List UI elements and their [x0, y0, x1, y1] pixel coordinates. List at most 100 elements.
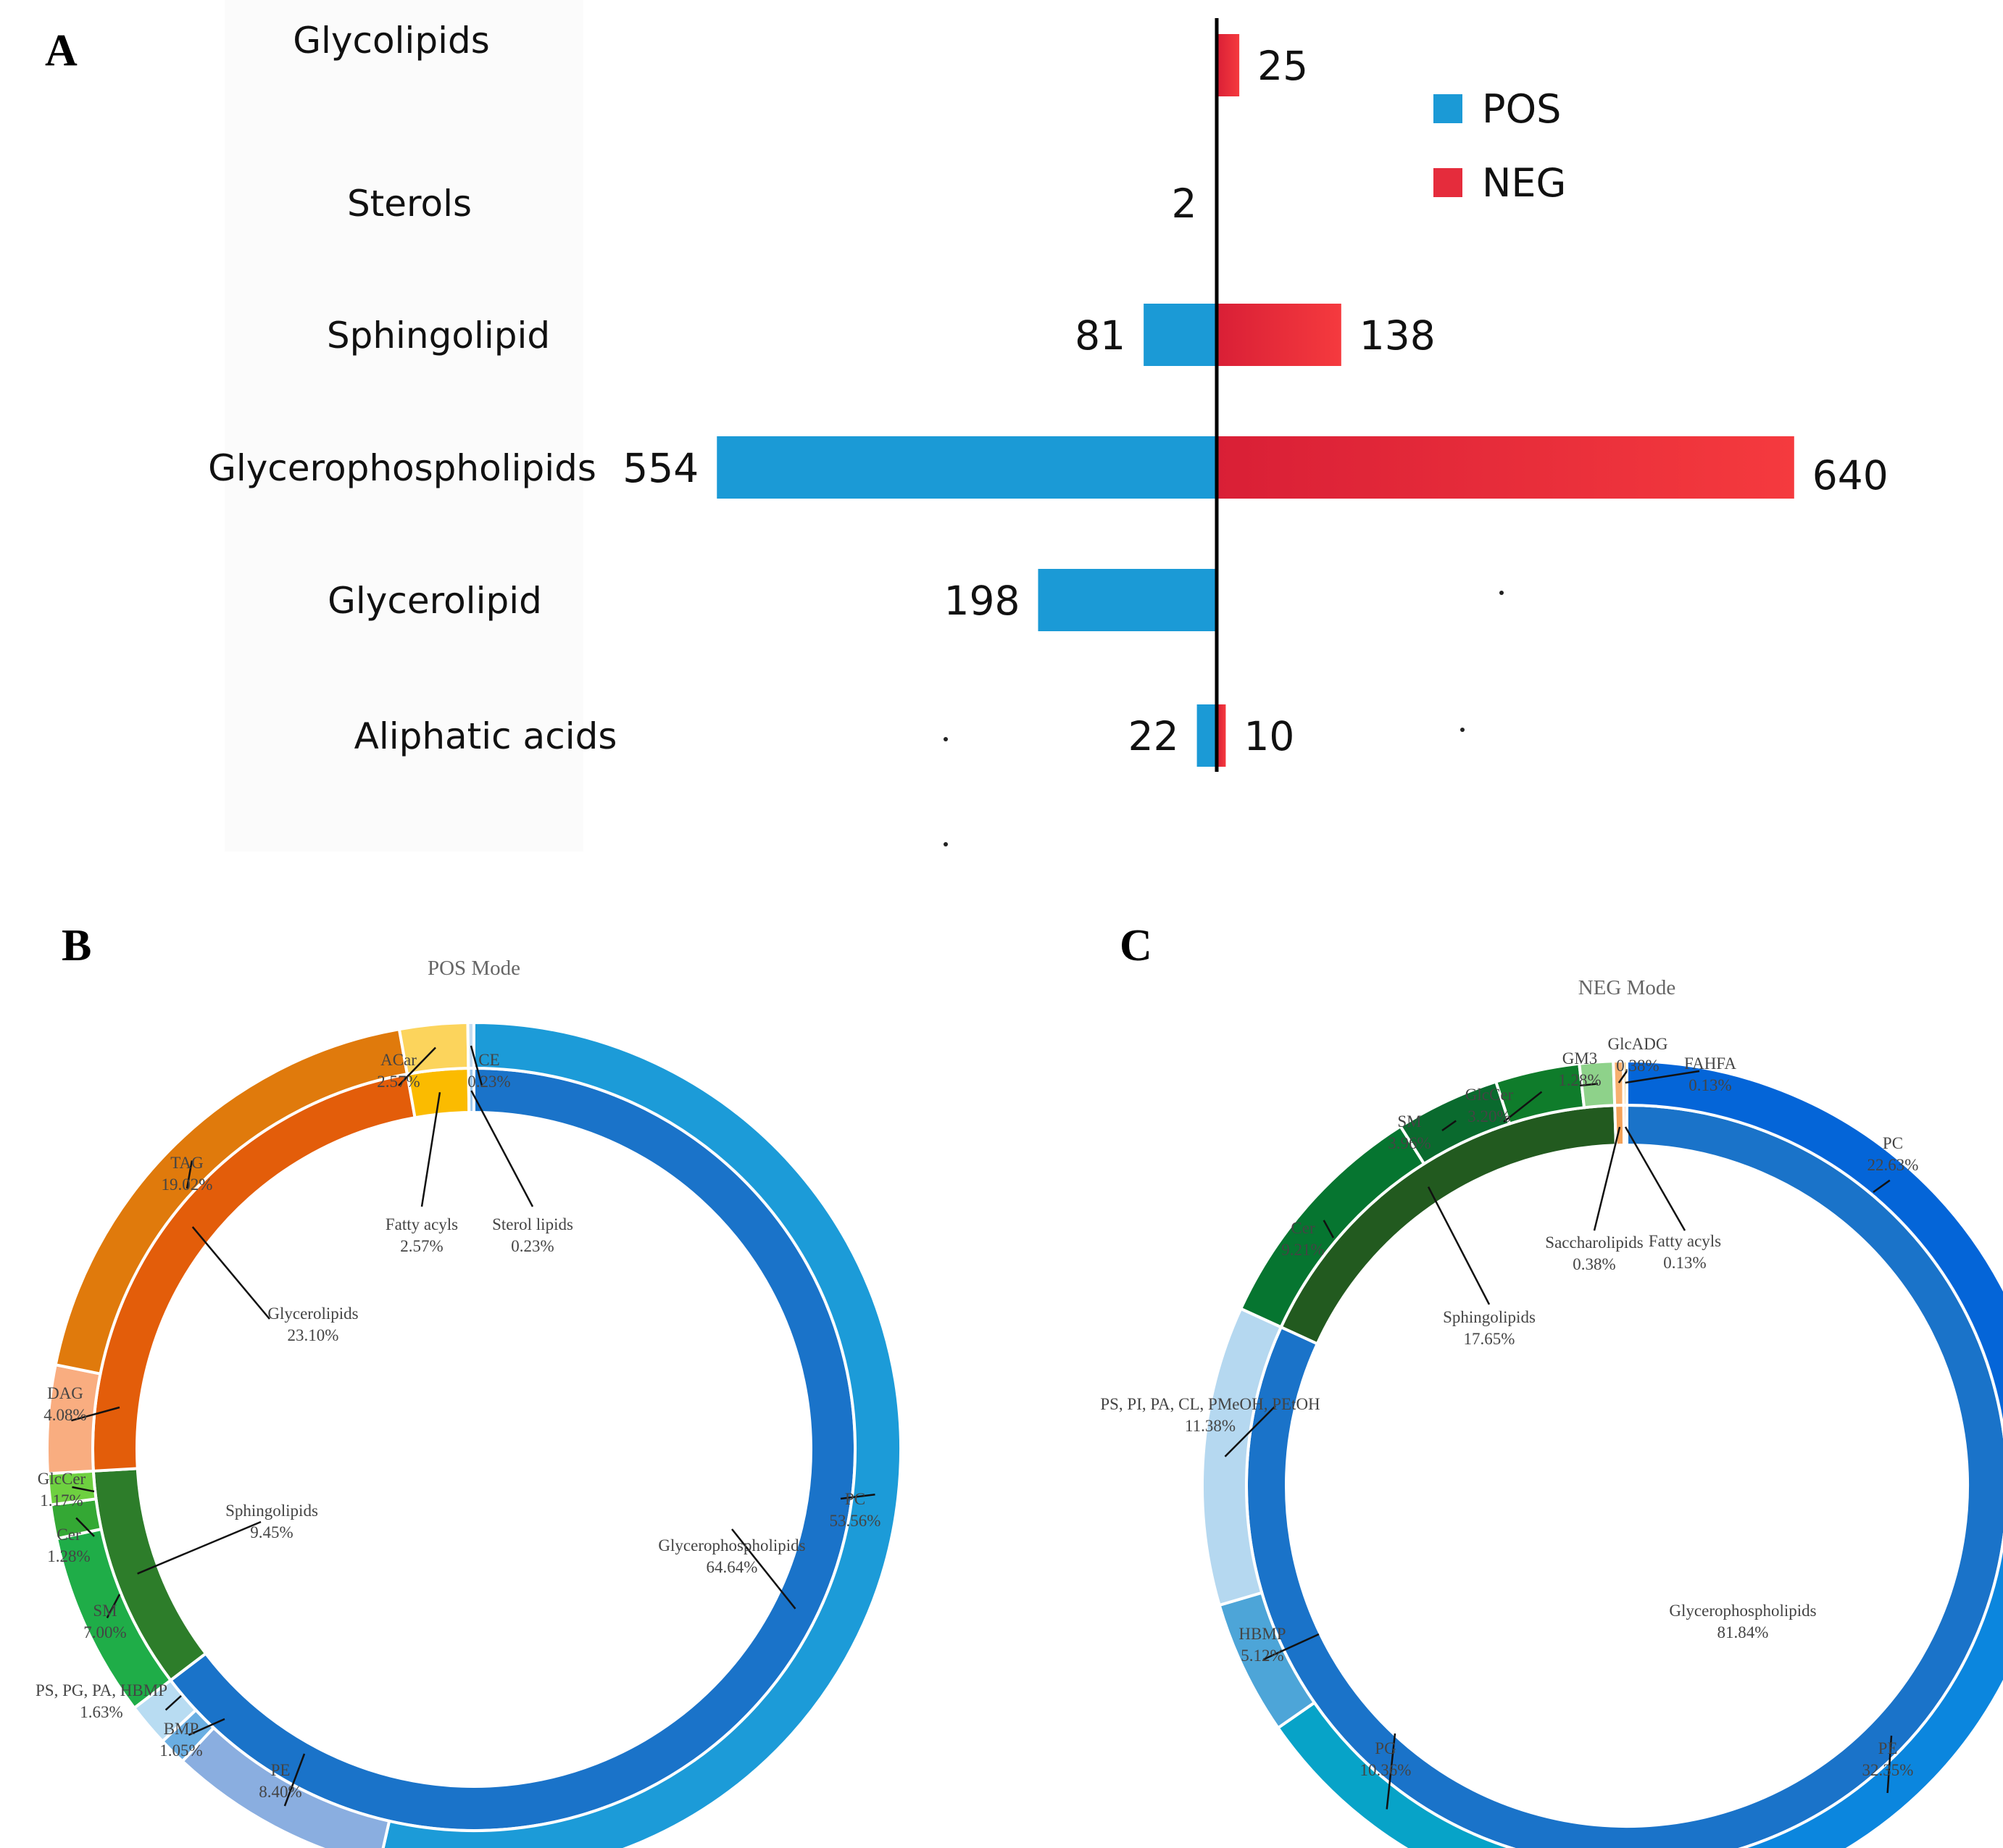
- neg-outer-slice-pc: [1625, 1059, 2003, 1431]
- pos-mode-title: POS Mode: [428, 957, 520, 980]
- neg-outer-label-value-fahfa: 0.13%: [1688, 1076, 1731, 1094]
- neg-outer-leader-gm3: [1579, 1083, 1598, 1087]
- panel-c-neg-donut: NEG Mode Glycerophospholipids 81.84% Sphin…: [1100, 976, 2003, 1848]
- pos-inner-label-value-fatty-acyls: 2.57%: [400, 1237, 443, 1255]
- stray-dot: [944, 737, 948, 741]
- neg-mode-title: NEG Mode: [1578, 976, 1676, 999]
- neg-inner-leader-fatty-acyls: [1624, 1126, 1686, 1231]
- pos-inner-label-value-glycerolipids: 23.10%: [288, 1326, 339, 1344]
- neg-inner-label-name-saccharolipids: Saccharolipids: [1545, 1233, 1643, 1252]
- pos-outer-label-name-pc: PC: [845, 1490, 865, 1508]
- neg-inner-label-name-fatty-acyls: Fatty acyls: [1649, 1232, 1721, 1250]
- pos-bar-glycerolipid: [1038, 569, 1217, 631]
- neg-outer-label-value-ps-pi-pa-cl-pmeoh-petoh: 11.38%: [1185, 1417, 1236, 1435]
- pos-inner-label-name-glycerophospholipids: Glycerophospholipids: [658, 1536, 805, 1554]
- pos-inner-label-name-fatty-acyls: Fatty acyls: [386, 1215, 458, 1233]
- neg-value-label-glycolipids: 25: [1257, 43, 1308, 89]
- pos-outer-leader-ps-pg-pa-hbmp: [165, 1695, 182, 1711]
- neg-bar-glycerophospholipids: [1217, 436, 1794, 499]
- pos-outer-label-name-tag: TAG: [170, 1154, 203, 1172]
- pos-outer-leader-pc: [840, 1494, 875, 1500]
- neg-outer-leader-hbmp: [1262, 1633, 1320, 1661]
- neg-value-label-glycerophospholipids: 640: [1812, 452, 1889, 499]
- neg-donut: Glycerophospholipids 81.84% Sphingolipids 1…: [1100, 1035, 2003, 1848]
- neg-outer-leader-cer: [1323, 1220, 1335, 1239]
- neg-outer-label-value-pe: 32.35%: [1862, 1761, 1914, 1779]
- pos-inner-leader-glycerophospholipids: [731, 1528, 796, 1610]
- neg-inner-label-name-sphingolipids: Sphingolipids: [1443, 1308, 1536, 1326]
- neg-outer-label-name-pg: PG: [1375, 1739, 1396, 1757]
- pos-outer-leader-acar: [398, 1046, 436, 1086]
- pos-inner-label-name-sterol-lipids: Sterol lipids: [492, 1215, 573, 1233]
- neg-value-label-sphingolipid: 138: [1359, 312, 1436, 359]
- neg-outer-label-name-fahfa: FAHFA: [1684, 1054, 1736, 1073]
- pos-outer-leader-sm: [106, 1594, 121, 1619]
- neg-outer-leader-pc: [1873, 1179, 1891, 1194]
- neg-outer-label-name-pe: PE: [1878, 1739, 1898, 1757]
- category-label-sphingolipid: Sphingolipid: [327, 315, 550, 357]
- neg-outer-label-name-sm: SM: [1397, 1112, 1421, 1131]
- neg-outer-label-name-glcadg: GlcADG: [1607, 1035, 1667, 1053]
- pos-outer-leader-glccer: [72, 1486, 95, 1493]
- neg-bar-sphingolipid: [1217, 304, 1341, 366]
- panel-a-letter: A: [45, 26, 78, 75]
- pos-inner-leader-glycerolipids: [191, 1226, 270, 1320]
- stray-dot: [1460, 728, 1465, 732]
- pos-inner-label-name-sphingolipids: Sphingolipids: [225, 1502, 318, 1520]
- pos-outer-label-value-glccer: 1.17%: [40, 1491, 83, 1510]
- panel-a-bar-chart: 25 2 81 138 554 640 198 22 10 Glycolipids Sterols…: [208, 0, 1889, 852]
- neg-outer-leader-fahfa: [1625, 1070, 1700, 1084]
- pos-outer-label-value-ce: 0.23%: [467, 1073, 510, 1091]
- pos-outer-label-value-acar: 2.57%: [377, 1073, 420, 1091]
- pos-outer-leader-pe: [283, 1753, 306, 1807]
- legend-swatch-pos: [1433, 94, 1462, 123]
- legend: POS NEG: [1433, 86, 1566, 206]
- pos-outer-label-value-tag: 19.02%: [162, 1175, 213, 1194]
- neg-inner-leader-sphingolipids: [1427, 1186, 1491, 1305]
- pos-outer-slice-ce: [466, 1020, 475, 1070]
- neg-outer-slice-pe: [1508, 1428, 2003, 1848]
- category-label-glycerolipid: Glycerolipid: [328, 580, 542, 622]
- category-label-glycolipids: Glycolipids: [293, 20, 490, 62]
- pos-outer-label-value-bmp: 1.05%: [159, 1741, 202, 1760]
- neg-inner-label-value-sphingolipids: 17.65%: [1464, 1330, 1515, 1348]
- pos-outer-slice-pc: [381, 1020, 902, 1848]
- pos-inner-label-value-sterol-lipids: 0.23%: [511, 1237, 554, 1255]
- panel-b-pos-donut: POS Mode Glycerophospholipids 64.64% Sphin…: [36, 957, 902, 1848]
- pos-outer-label-name-sm: SM: [93, 1602, 117, 1620]
- stray-dot: [1499, 591, 1504, 595]
- pos-outer-leader-ce: [470, 1045, 483, 1086]
- pos-outer-label-name-glccer: GlcCer: [38, 1470, 86, 1488]
- neg-outer-leader-pg: [1386, 1733, 1396, 1810]
- pos-inner-leader-sterol-lipids: [470, 1090, 534, 1207]
- neg-outer-label-name-ps-pi-pa-cl-pmeoh-petoh: PS, PI, PA, CL, PMeOH, PEtOH: [1100, 1395, 1320, 1413]
- neg-outer-label-value-sm: 3.96%: [1388, 1134, 1431, 1152]
- neg-outer-leader-glcadg: [1617, 1070, 1628, 1083]
- pos-outer-label-name-dag: DAG: [47, 1384, 83, 1402]
- pos-inner-label-value-glycerophospholipids: 64.64%: [707, 1558, 758, 1576]
- pos-outer-leader-cer: [75, 1517, 95, 1537]
- neg-value-label-aliphatic-acids: 10: [1244, 713, 1294, 759]
- neg-outer-label-value-cer: 9.21%: [1281, 1241, 1324, 1259]
- pos-inner-leader-fatty-acyls: [420, 1092, 441, 1207]
- neg-inner-leader-saccharolipids: [1593, 1126, 1621, 1231]
- neg-outer-label-value-glccer: 3.20%: [1467, 1107, 1510, 1125]
- legend-label-neg: NEG: [1482, 160, 1566, 206]
- pos-inner-leader-sphingolipids: [137, 1520, 262, 1575]
- pos-outer-leader-tag: [186, 1160, 193, 1189]
- panel-b-letter: B: [62, 921, 91, 970]
- neg-inner-label-value-saccharolipids: 0.38%: [1573, 1255, 1615, 1273]
- pos-outer-label-name-ps-pg-pa-hbmp: PS, PG, PA, HBMP: [36, 1681, 167, 1699]
- label-column-background: [225, 0, 583, 852]
- stray-dot: [944, 842, 948, 846]
- category-labels: Glycolipids Sterols Sphingolipid Glyceropho…: [208, 20, 617, 757]
- neg-inner-label-value-fatty-acyls: 0.13%: [1663, 1254, 1706, 1272]
- pos-outer-label-value-cer: 1.28%: [47, 1547, 90, 1565]
- pos-outer-label-value-pe: 8.40%: [259, 1783, 301, 1801]
- pos-bar-aliphatic-acids: [1196, 704, 1217, 767]
- pos-value-label-glycerophospholipids: 554: [622, 445, 699, 491]
- pos-outer-leader-bmp: [188, 1718, 225, 1736]
- pos-outer-label-name-cer: Cer: [57, 1526, 81, 1544]
- pos-outer-label-value-sm: 7.00%: [83, 1623, 126, 1641]
